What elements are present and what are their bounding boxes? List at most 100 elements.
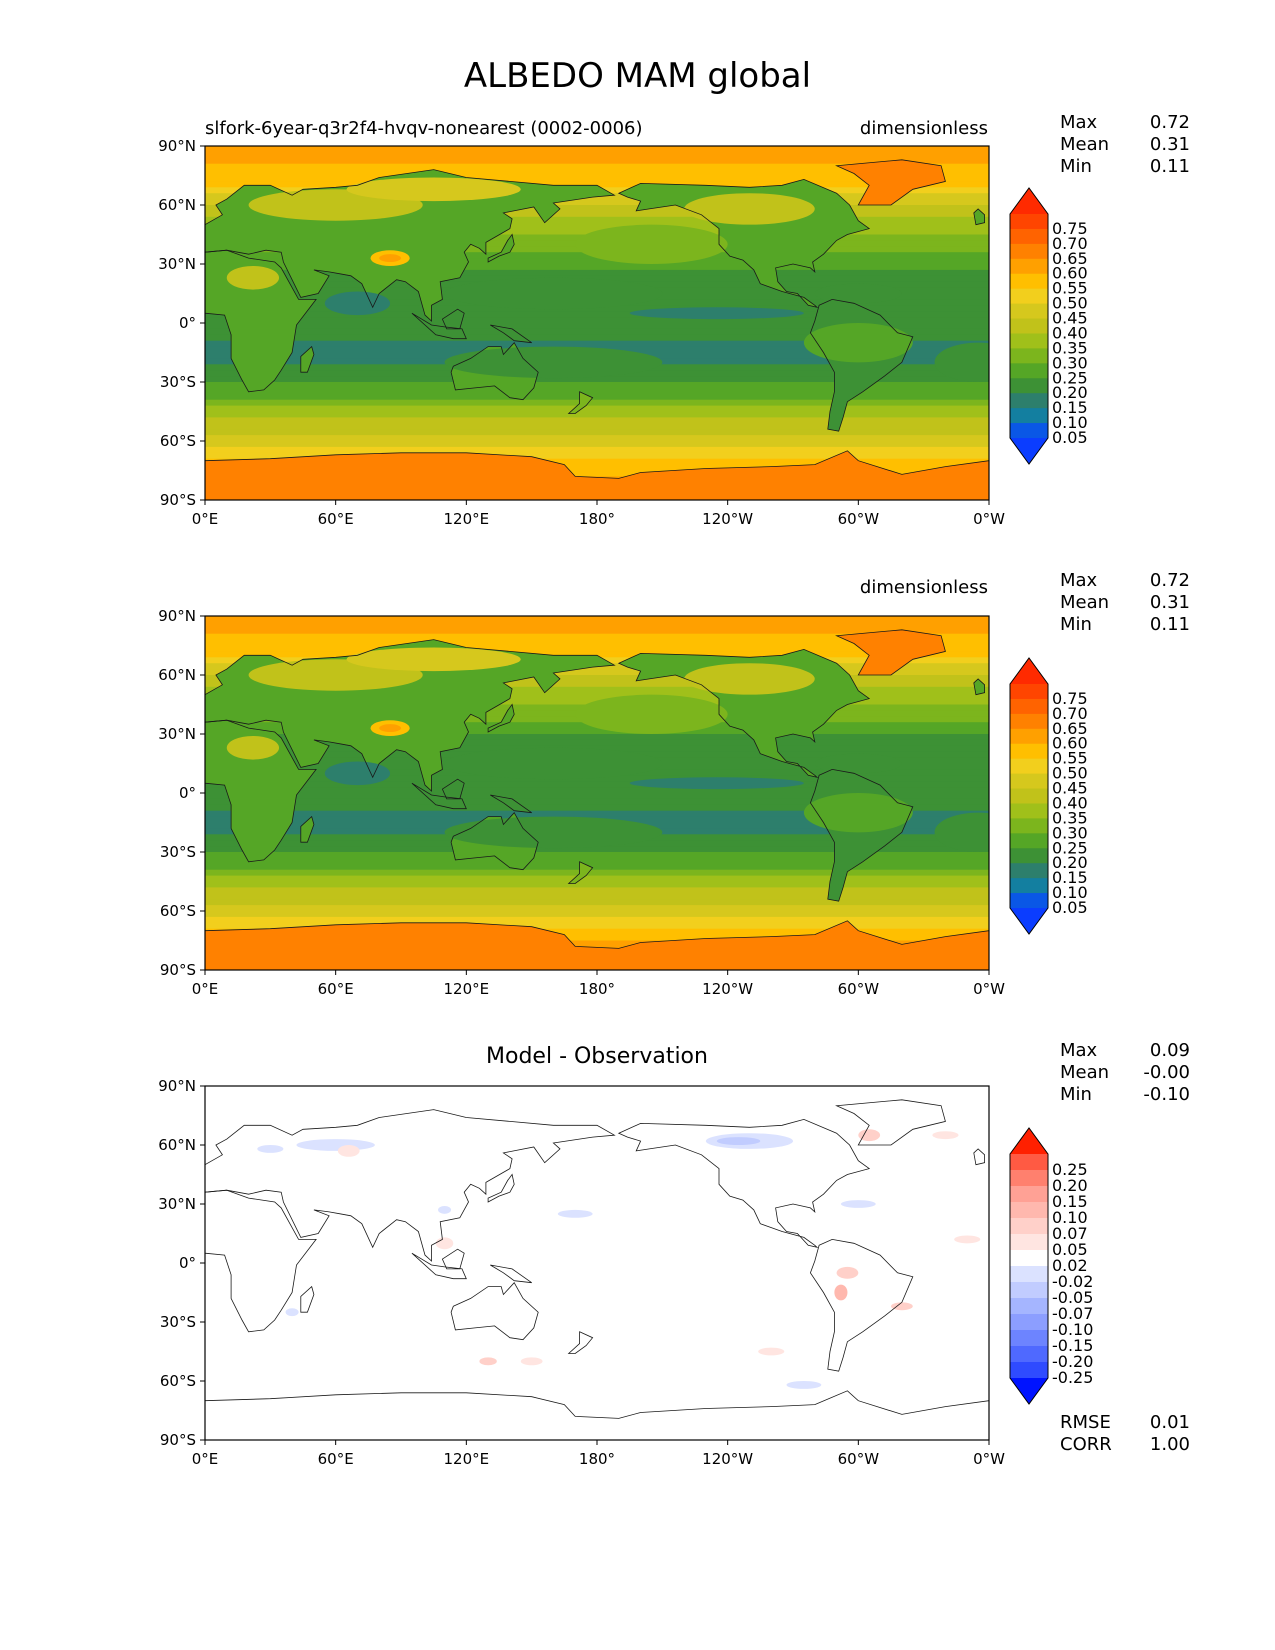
- colorbar-tick-label: 0.05: [1052, 428, 1088, 447]
- zonal-band: [205, 810, 989, 818]
- coast-nz: [567, 861, 594, 884]
- colorbar-swatch: [1010, 758, 1048, 775]
- coast-borneo: [441, 778, 465, 800]
- diff-blob: [858, 1129, 881, 1142]
- colorbar-swatch: [1010, 863, 1048, 879]
- coastlines: [205, 1099, 989, 1440]
- colorbar-swatch: [1010, 848, 1048, 864]
- coast-africa: [205, 1189, 317, 1333]
- x-tick-label: 60°E: [318, 980, 354, 998]
- zonal-band: [205, 387, 989, 395]
- diff-blob: [836, 1266, 859, 1279]
- land-madagascar: [300, 346, 314, 373]
- colorbar-swatch: [1010, 1314, 1048, 1331]
- colorbar-tick-label: 0.15: [1052, 1192, 1088, 1211]
- y-tick-label: 0°: [179, 314, 196, 332]
- colorbar-swatch: [1010, 214, 1048, 230]
- land-indonesia: [411, 783, 467, 809]
- coast-na: [617, 178, 871, 309]
- field-feature: [346, 177, 521, 202]
- colorbar-tick-label: 0.30: [1052, 823, 1088, 842]
- coast-africa: [205, 249, 317, 393]
- field-feature: [803, 793, 913, 833]
- colorbar-swatch: [1010, 893, 1048, 909]
- zonal-band: [205, 781, 989, 788]
- field-feature: [324, 761, 391, 786]
- map-field: [205, 146, 989, 500]
- field-feature: [346, 647, 521, 672]
- stat-min: Min 0.11: [1060, 614, 1190, 635]
- coast-greenland: [835, 1099, 946, 1146]
- coast-antarctica: [205, 450, 989, 500]
- zonal-band: [205, 429, 989, 436]
- zonal-band: [205, 651, 989, 658]
- colorbar-tick-label: 0.25: [1052, 368, 1088, 387]
- colorbar-outline: [1009, 657, 1049, 935]
- panel-model-units: dimensionless: [859, 118, 988, 139]
- colorbar-swatch: [1010, 1202, 1048, 1219]
- colorbar-swatch: [1010, 1154, 1048, 1171]
- field-feature: [444, 277, 663, 310]
- coast-ng: [490, 794, 532, 814]
- diff-blob: [257, 1145, 284, 1153]
- zonal-band: [205, 639, 989, 647]
- colorbar-swatch: [1010, 803, 1048, 819]
- x-tick-label: 0°E: [192, 980, 219, 998]
- x-tick-label: 60°W: [838, 1450, 880, 1468]
- colorbar-outline: [1009, 1127, 1049, 1405]
- x-tick-label: 120°W: [702, 510, 753, 528]
- diff-blob: [285, 1308, 299, 1317]
- zonal-band: [205, 669, 989, 676]
- colorbar-swatch: [1010, 684, 1048, 700]
- y-tick-label: 90°N: [158, 1077, 196, 1095]
- figure-title: ALBEDO MAM global: [463, 56, 812, 96]
- field-feature: [814, 753, 902, 774]
- zonal-band: [205, 857, 989, 865]
- colorbar-tick-label: 0.50: [1052, 764, 1088, 783]
- zonal-band: [205, 680, 989, 688]
- colorbar-swatch: [1010, 1170, 1048, 1187]
- colorbar-swatch: [1010, 393, 1048, 409]
- x-tick-label: 180°: [579, 980, 615, 998]
- x-tick-label: 60°E: [318, 1450, 354, 1468]
- coast-indonesia: [411, 312, 467, 340]
- colorbar-min-extend: [1010, 438, 1048, 464]
- diff-blob: [834, 1284, 848, 1301]
- zonal-band: [205, 151, 989, 159]
- colorbar-tick-label: 0.25: [1052, 1160, 1088, 1179]
- colorbar-tick-label: -0.05: [1052, 1288, 1093, 1307]
- colorbar-swatch: [1010, 303, 1048, 320]
- colorbar-swatch: [1010, 773, 1048, 790]
- zonal-band: [205, 399, 989, 407]
- y-tick-label: 90°N: [158, 607, 196, 625]
- colorbar-swatch: [1010, 1346, 1048, 1363]
- coast-eurasia: [205, 639, 616, 792]
- colorbar-swatch: [1010, 1218, 1048, 1235]
- zonal-band: [205, 804, 989, 812]
- colorbar-outline: [1009, 187, 1049, 465]
- diff-blob: [954, 1235, 981, 1244]
- colorbar-swatch: [1010, 258, 1048, 275]
- colorbar-swatch: [1010, 348, 1048, 364]
- zonal-band: [205, 423, 989, 430]
- zonal-band: [205, 846, 989, 853]
- map-diff-svg: 0°E 60°E 120°E 180° 120°W 60°W 0°W 90°N 60°N 30°N…: [158, 1077, 1093, 1468]
- zonal-band: [205, 928, 989, 936]
- colorbar-tick-label: 0.02: [1052, 1256, 1088, 1275]
- field-feature: [444, 747, 663, 780]
- x-tick-label: 120°E: [444, 510, 490, 528]
- zonal-band: [205, 464, 989, 472]
- zonal-band: [205, 905, 989, 912]
- zonal-band: [205, 157, 989, 165]
- colorbar-swatch: [1010, 273, 1048, 290]
- zonal-band: [205, 269, 989, 277]
- x-tick-label: 0°W: [973, 510, 1005, 528]
- colorbar-swatch: [1010, 408, 1048, 424]
- zonal-band: [205, 739, 989, 747]
- stat-max: Max 0.72: [1060, 112, 1190, 133]
- diff-blob: [435, 1237, 454, 1250]
- zonal-band: [205, 887, 989, 894]
- diff-blob: [520, 1357, 543, 1366]
- zonal-band: [205, 881, 989, 888]
- field-feature: [379, 724, 401, 733]
